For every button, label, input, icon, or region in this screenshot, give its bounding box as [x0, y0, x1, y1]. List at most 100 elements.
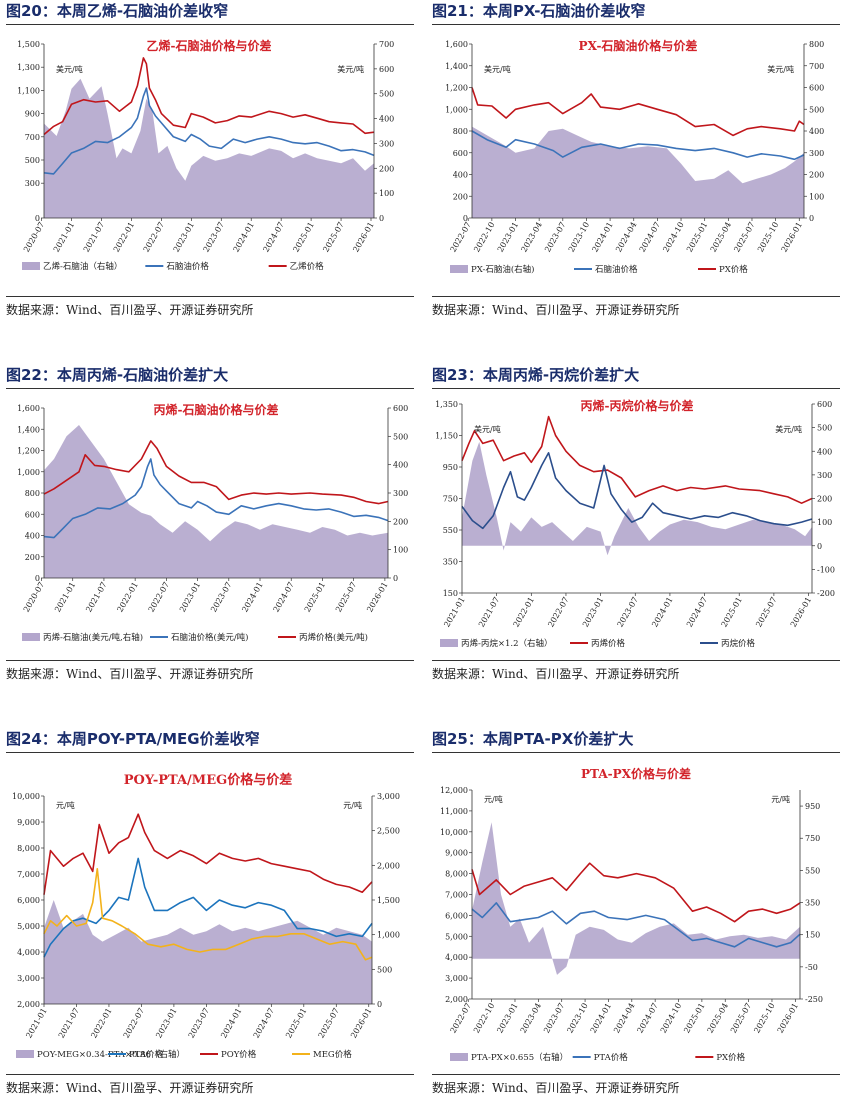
legend-label: PX-石脑油(右轴): [471, 264, 534, 275]
series-area-0: [44, 900, 372, 1004]
legend-swatch-area: [440, 639, 458, 647]
x-tick-label: 2021-01: [52, 221, 76, 254]
x-tick-label: 2026-01: [776, 1002, 800, 1035]
y-tick-label-right: 100: [817, 518, 832, 527]
y-tick-label-right: 200: [809, 171, 824, 180]
series-line-2: [43, 440, 389, 505]
chart-title: PTA-PX价格与价差: [581, 766, 691, 781]
x-tick-label: 2022-07: [449, 1002, 473, 1035]
series-line-2: [461, 452, 813, 530]
legend-swatch-area: [450, 265, 468, 273]
source-note: 数据来源：Wind、百川盈孚、开源证券研究所: [6, 1081, 254, 1095]
y-tick-label-left: 8,000: [445, 870, 468, 879]
x-tick-label: 2023-04: [519, 221, 543, 254]
chart-title: 丙烯-丙烷价格与价差: [581, 398, 694, 413]
x-tick-label: 2023-01: [172, 221, 196, 254]
chart-fig20: 乙烯-石脑油价格与价差 0 300 500 700 900 1,100 1,300 1,500 0…: [17, 38, 394, 272]
y-tick-label-left: 750: [443, 495, 458, 504]
source-rule: [6, 296, 414, 297]
series-line-2: [43, 57, 375, 136]
x-tick-label: 2022-01: [512, 596, 536, 629]
y-tick-label-left: 3,000: [17, 974, 40, 983]
x-tick-label: 2023-10: [565, 1002, 589, 1035]
legend-label: MEG价格: [313, 1049, 352, 1060]
y-tick-label-left: 1,150: [435, 432, 458, 441]
y-tick-label-right: 600: [817, 400, 832, 409]
legend-label: 丙烯-丙烷×1.2（右轴）: [461, 638, 553, 649]
source-note: 数据来源：Wind、百川盈孚、开源证券研究所: [432, 303, 680, 317]
y-tick-label-right: 300: [817, 471, 832, 480]
y-tick-label-left: 12,000: [440, 786, 468, 795]
y-tick-label-right: 800: [809, 40, 824, 49]
legend-label: 石脑油价格: [595, 264, 638, 275]
legend-label: POY价格: [221, 1049, 257, 1060]
chart-fig21: PX-石脑油价格与价差 0 200 400 600 800 1,000 1,200 1,400 1…: [445, 38, 824, 275]
series-line-1: [43, 458, 389, 539]
x-tick-label: 2022-07: [449, 221, 473, 254]
x-tick-label: 2023-01: [154, 1007, 178, 1040]
x-tick-label: 2024-07: [685, 596, 709, 629]
x-tick-label: 2023-07: [187, 1007, 211, 1040]
panel-fig21: 图21：本周PX-石脑油价差收窄 PX-石脑油价格与价差 0 200 400 600 80…: [432, 0, 840, 362]
source-rule: [6, 1074, 414, 1075]
title-rule: [432, 752, 840, 753]
y-tick-label-left: 10,000: [12, 792, 40, 801]
y-tick-label-left: 700: [25, 133, 40, 142]
x-tick-label: 2021-07: [82, 221, 106, 254]
y-tick-label-right: -50: [805, 963, 818, 972]
y-tick-label-right: 0: [817, 542, 822, 551]
x-tick-label: 2022-07: [122, 1007, 146, 1040]
source-note: 数据来源：Wind、百川盈孚、开源证券研究所: [6, 303, 254, 317]
y-tick-label-right: 400: [393, 461, 408, 470]
x-tick-label: 2025-01: [303, 581, 327, 614]
chart-title: POY-PTA/MEG价格与价差: [124, 772, 292, 788]
right-unit-label: 美元/吨: [337, 64, 364, 74]
figure-title: 图21：本周PX-石脑油价差收窄: [432, 2, 646, 20]
x-tick-label: 2020-07: [22, 581, 46, 614]
y-tick-label-left: 350: [443, 558, 458, 567]
legend-label: 乙烯价格: [290, 261, 325, 272]
y-tick-label-right: 500: [817, 424, 832, 433]
y-tick-label-right: 100: [393, 546, 408, 555]
source-note: 数据来源：Wind、百川盈孚、开源证券研究所: [432, 1081, 680, 1095]
x-tick-label: 2023-10: [567, 221, 591, 254]
x-tick-label: 2025-01: [685, 221, 709, 254]
y-tick-label-right: 2,000: [377, 861, 400, 870]
y-tick-label-left: 0: [35, 214, 40, 223]
x-tick-label: 2025-07: [321, 221, 345, 254]
legend-swatch-area: [22, 633, 40, 641]
y-tick-label-right: 500: [379, 90, 394, 99]
x-tick-label: 2024-07: [272, 581, 296, 614]
y-tick-label-right: 0: [377, 1000, 382, 1009]
chart-title: PX-石脑油价格与价差: [579, 38, 698, 53]
y-tick-label-right: 1,000: [377, 931, 400, 940]
y-tick-label-right: 0: [379, 214, 384, 223]
y-tick-label-left: 500: [25, 156, 40, 165]
x-tick-label: 2026-01: [349, 1007, 373, 1040]
x-tick-label: 2024-07: [635, 1002, 659, 1035]
legend-label: PTA价格: [594, 1052, 629, 1063]
source-note: 数据来源：Wind、百川盈孚、开源证券研究所: [432, 667, 680, 681]
x-tick-label: 2025-04: [706, 1002, 730, 1035]
y-tick-label-left: 5,000: [445, 932, 468, 941]
x-tick-label: 2025-07: [754, 596, 778, 629]
y-tick-label-left: 3,000: [445, 974, 468, 983]
y-tick-label-right: 950: [805, 802, 820, 811]
y-tick-label-left: 9,000: [17, 818, 40, 827]
y-tick-label-left: 1,200: [445, 84, 468, 93]
y-tick-label-left: 6,000: [445, 911, 468, 920]
y-tick-label-right: 500: [809, 105, 824, 114]
x-tick-label: 2025-01: [720, 596, 744, 629]
y-tick-label-right: 1,500: [377, 896, 400, 905]
panel-fig25: 图25：本周PTA-PX价差扩大 PTA-PX价格与价差 2,000 3,000 4,…: [432, 728, 840, 1095]
x-tick-label: 2024-10: [659, 1002, 683, 1035]
y-tick-label-left: 10,000: [440, 828, 468, 837]
x-tick-label: 2026-01: [351, 221, 375, 254]
series-line-1: [43, 857, 373, 958]
legend-label: PX价格: [719, 264, 748, 275]
y-tick-label-right: 200: [393, 517, 408, 526]
y-tick-label-right: 300: [379, 139, 394, 148]
x-tick-label: 2023-01: [495, 1002, 519, 1035]
x-tick-label: 2021-01: [24, 1007, 48, 1040]
y-tick-label-right: 300: [809, 149, 824, 158]
